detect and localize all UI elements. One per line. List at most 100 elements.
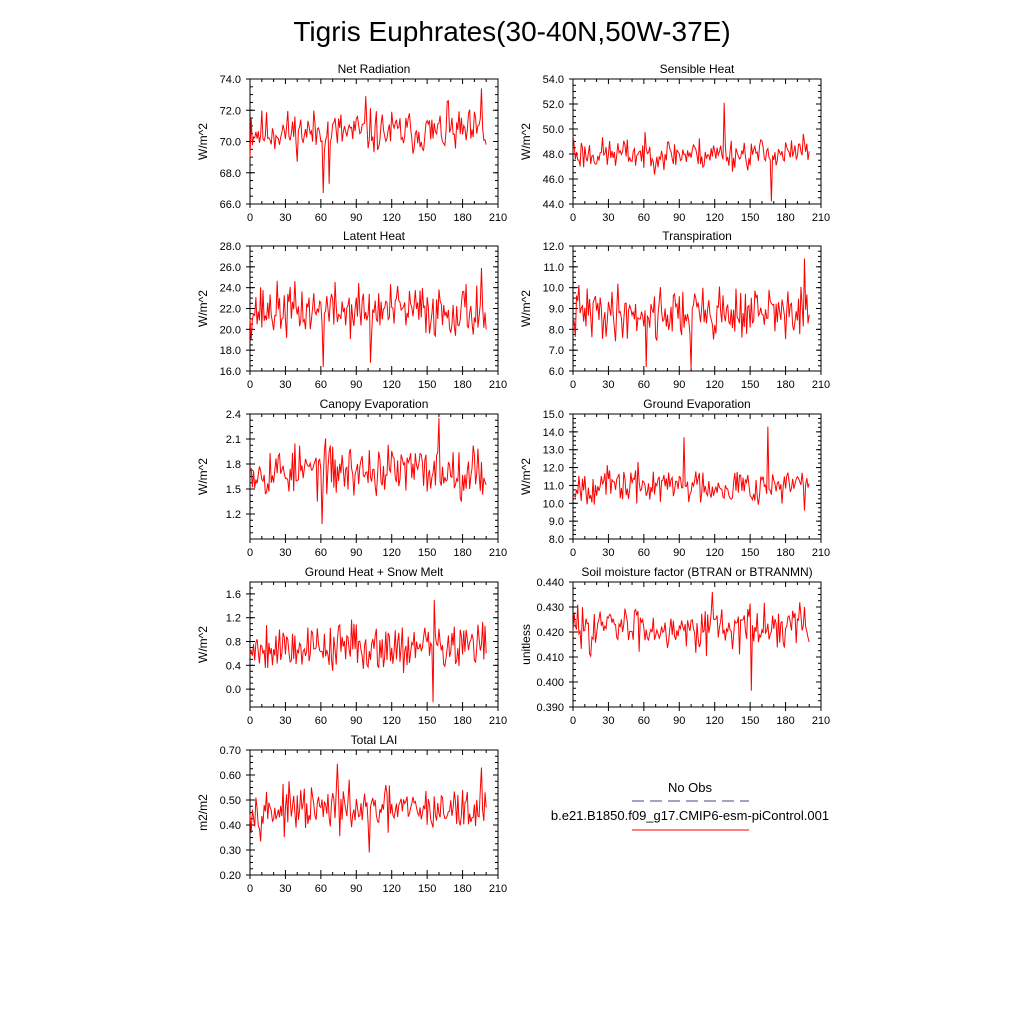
x-tick-label: 30 [602,715,614,727]
y-tick-label: 0.390 [536,702,564,714]
y-tick-label: 1.5 [226,484,241,496]
x-tick-label: 60 [638,547,650,559]
x-tick-label: 30 [602,212,614,224]
y-tick-label: 2.4 [226,409,241,421]
x-tick-label: 120 [706,212,724,224]
x-tick-label: 120 [383,379,401,391]
y-tick-label: 11.0 [543,480,564,492]
y-tick-label: 20.0 [220,324,241,336]
y-axis-label: W/m^2 [196,458,210,495]
y-tick-label: 16.0 [220,366,241,378]
y-tick-label: 13.0 [543,445,564,457]
y-tick-label: 54.0 [543,74,564,86]
y-tick-label: 0.400 [536,677,564,689]
x-tick-label: 0 [247,212,253,224]
panel-7: Soil moisture factor (BTRAN or BTRANMN) u… [519,565,830,727]
panel-title: Latent Heat [343,229,406,243]
x-tick-label: 0 [247,547,253,559]
x-tick-label: 150 [418,547,436,559]
panel-6: Ground Heat + Snow Melt W/m^2 0 30 60 90 120 15… [196,565,507,727]
y-tick-label: 6.0 [549,366,564,378]
x-tick-label: 180 [453,547,471,559]
y-tick-label: 0.70 [220,745,241,757]
panel-2: Latent Heat W/m^2 0 30 60 90 120 150 180 210 16.0 1… [196,229,507,391]
panel-0: Net Radiation W/m^2 0 30 60 90 120 150 180 210 66.… [196,62,507,224]
x-tick-label: 0 [570,212,576,224]
y-tick-label: 12.0 [543,463,564,475]
plot-frame [249,413,499,540]
y-axis-label: W/m^2 [519,290,533,327]
x-tick-label: 120 [383,715,401,727]
x-tick-label: 120 [383,883,401,895]
panel-3: Transpiration W/m^2 0 30 60 90 120 150 180 210 6.0… [519,229,830,391]
panel-title: Soil moisture factor (BTRAN or BTRANMN) [581,565,812,579]
series-line [249,599,487,703]
x-tick-label: 120 [383,547,401,559]
series-line [249,763,487,853]
x-tick-label: 150 [418,883,436,895]
y-tick-label: 12.0 [543,241,564,253]
y-tick-label: 72.0 [220,105,241,117]
x-tick-label: 30 [602,547,614,559]
x-tick-label: 120 [706,715,724,727]
y-tick-label: 0.440 [536,577,564,589]
panel-1: Sensible Heat W/m^2 0 30 60 90 120 150 180 210 44.… [519,62,830,224]
y-axis-label: W/m^2 [196,626,210,663]
x-tick-label: 60 [315,883,327,895]
y-tick-label: 8.0 [549,324,564,336]
panel-8: Total LAI m2/m2 0 30 60 90 120 150 180 210 0.20 0.3… [196,733,507,895]
y-tick-label: 1.2 [226,509,241,521]
y-tick-label: 0.410 [536,652,564,664]
x-tick-label: 150 [741,212,759,224]
y-tick-label: 14.0 [543,427,564,439]
x-tick-label: 60 [315,379,327,391]
x-tick-label: 90 [673,715,685,727]
y-tick-label: 74.0 [220,74,241,86]
y-tick-label: 1.6 [226,589,241,601]
plot-frame [249,581,499,708]
x-tick-label: 90 [673,379,685,391]
y-tick-label: 0.50 [220,795,241,807]
panel-title: Total LAI [351,733,398,747]
x-tick-label: 210 [812,379,830,391]
legend-model-label: b.e21.B1850.f09_g17.CMIP6-esm-piControl.… [551,808,829,823]
panel-title: Ground Heat + Snow Melt [305,565,444,579]
series-line [572,258,810,369]
x-tick-label: 150 [418,715,436,727]
y-axis-label: W/m^2 [519,123,533,160]
panel-title: Transpiration [662,229,732,243]
x-tick-label: 30 [279,883,291,895]
x-tick-label: 0 [570,379,576,391]
x-tick-label: 0 [247,379,253,391]
x-tick-label: 210 [489,212,507,224]
x-tick-label: 210 [489,547,507,559]
series-line [572,102,810,202]
x-tick-label: 90 [673,212,685,224]
figure-title: Tigris Euphrates(30-40N,50W-37E) [293,16,730,47]
panel-4: Canopy Evaporation W/m^2 0 30 60 90 120 150 180 2… [196,397,507,559]
x-tick-label: 150 [418,379,436,391]
x-tick-label: 180 [453,379,471,391]
x-tick-label: 150 [741,379,759,391]
x-tick-label: 210 [489,379,507,391]
y-tick-label: 44.0 [543,199,564,211]
x-tick-label: 120 [706,547,724,559]
panel-5: Ground Evaporation W/m^2 0 30 60 90 120 150 180 2… [519,397,830,559]
legend-obs-label: No Obs [668,780,713,795]
y-tick-label: 26.0 [220,262,241,274]
y-tick-label: 10.0 [543,283,564,295]
y-tick-label: 18.0 [220,345,241,357]
plot-frame [572,78,822,205]
x-tick-label: 180 [776,379,794,391]
x-tick-label: 180 [453,883,471,895]
panels: Net Radiation W/m^2 0 30 60 90 120 150 180 210 66.… [196,62,830,895]
y-tick-label: 0.20 [220,870,241,882]
y-tick-label: 28.0 [220,241,241,253]
y-tick-label: 0.430 [536,602,564,614]
x-tick-label: 210 [812,212,830,224]
y-tick-label: 68.0 [220,168,241,180]
x-tick-label: 210 [489,715,507,727]
x-tick-label: 180 [776,547,794,559]
y-axis-label: W/m^2 [196,290,210,327]
